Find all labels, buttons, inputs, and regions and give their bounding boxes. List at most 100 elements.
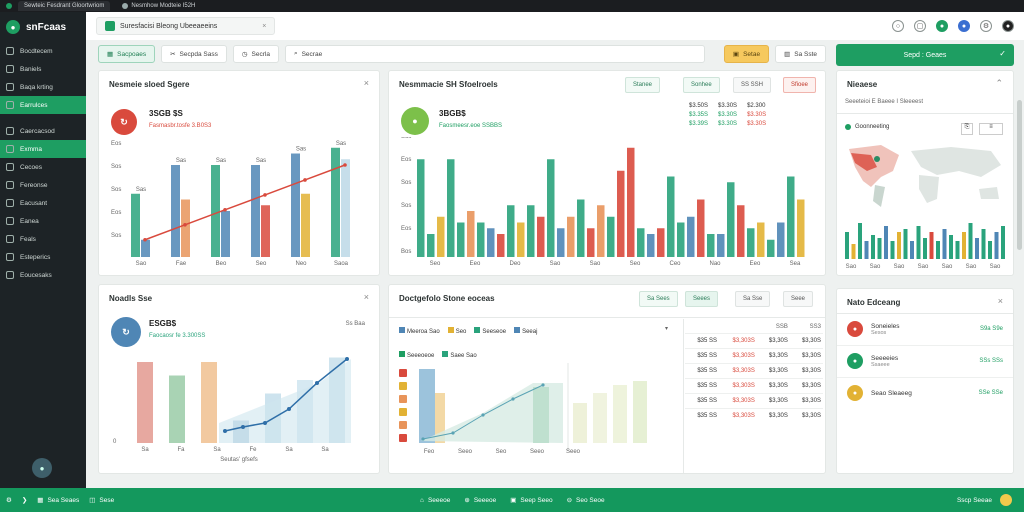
toolbar-button-1[interactable]: ▦ Sacpoaes [98,45,156,63]
table-row[interactable]: $35 SS $3,303S $3,30S $3,30S [685,333,823,349]
filter-pill-3[interactable]: SS SSH [733,77,772,93]
tools-icon: ✂ [170,51,176,58]
brand[interactable]: ● snFcaas [0,12,86,42]
sidebar-item[interactable]: Eanea [0,212,86,230]
user-avatar[interactable]: ● [32,458,52,478]
sidebar-item[interactable]: Eacusant [0,194,86,212]
table-cell: $35 SS [685,393,719,409]
bar [201,362,217,443]
nav-icon [6,163,14,171]
browser-tab-2[interactable]: Nesmhow Modteie I52H [116,1,201,11]
activity-item[interactable]: ● Seao Sleaeeg SSe SSe [847,385,1003,401]
status-item[interactable]: ⊕ Seeeoe [464,496,497,505]
table-row[interactable]: $35 SS $3,303S $3,30S $3,30S [685,348,823,364]
table-row[interactable]: $35 SS $3,303S $3,30S $3,30S [685,363,823,379]
status-item[interactable]: ⌂ Seeeoe [420,497,450,504]
sidebar-item[interactable]: Caercacsod [0,122,86,140]
table-row[interactable]: $35 SS $3,303S $3,30S $3,30S [685,393,823,409]
status-item[interactable]: ◫ Sese [89,496,114,505]
bar [897,232,901,259]
panel-detail-table: Doctgefolo Stone eoceas Sa Sees Seees Sa… [388,284,826,474]
status-label: Seeeoe [473,496,497,504]
chevron-up-icon[interactable]: ⌃ [995,78,1003,88]
y-tick-label: Sos [111,187,121,193]
status-item[interactable]: ▣ Seep Seeo [510,496,552,505]
sidebar-item[interactable]: Bocdtecem [0,42,86,60]
legend-item: Seeaj [514,327,537,335]
bar [577,199,585,257]
toolbar-button-label: Sacpoaes [117,50,147,58]
profile-icon[interactable]: ● [1002,20,1014,32]
dropdown-icon[interactable]: ▾ [665,326,669,332]
zoom-icon[interactable]: ⎘ [961,123,973,135]
kpi-value: ESGB$ [149,319,177,328]
bar-value-label: Sas [176,158,186,164]
status-icon[interactable]: ● [936,20,948,32]
filter-pill-1[interactable]: Sa Sees [639,291,678,307]
coin-icon[interactable] [1000,494,1012,506]
close-icon[interactable]: × [997,296,1003,306]
sidebar-item[interactable]: Cecoes [0,158,86,176]
sidebar-item[interactable]: Earrulces [0,96,86,114]
filter-pill-4[interactable]: Sfioee [783,77,817,93]
status-item[interactable]: ▦ Sea Seaes [37,496,80,505]
settings-icon[interactable]: ⚙ [980,20,992,32]
status-chevron-icon: ❯ [21,497,28,504]
sidebar-item[interactable]: Fereonse [0,176,86,194]
bar [211,165,220,257]
trend-point [223,429,227,433]
activity-sub: Sesos [871,329,887,336]
browser-logo-icon [6,3,12,9]
toolbar-right-button-2[interactable]: ▥ Sa Sste [775,45,826,63]
chat-icon[interactable]: ○ [892,20,904,32]
activity-item[interactable]: ● Seeeeies Ssaeee SSs SSs [847,353,1003,369]
bag-icon[interactable]: ▢ [914,20,926,32]
sidebar-item[interactable]: Baqa krting [0,78,86,96]
status-item[interactable]: ⊖ Seo Seoe [567,496,605,505]
filter-pill-3[interactable]: Sa Sse [735,291,771,307]
activity-item[interactable]: ● Soneieles Sesos S9a S9e [847,321,1003,337]
filter-pill-2[interactable]: Sonhee [683,77,720,93]
toolbar-right-button-1[interactable]: ▣ Setae [723,45,770,63]
table-row[interactable]: $35 SS $3,303S $3,30S $3,30S [685,378,823,394]
scrollbar[interactable] [1017,100,1022,250]
kpi-value: 3BGB$ [439,109,466,118]
close-icon[interactable]: × [363,78,369,88]
sidebar-item[interactable]: Feals [0,230,86,248]
bar [261,205,270,257]
browser-tab-1[interactable]: Sewteic Fesdrant Gloortwriom [18,1,111,11]
bar [845,232,849,259]
activity-icon: ● [847,385,863,401]
table-row[interactable]: $35 SS $3,303S $3,30S $3,30S [685,408,823,423]
bar [637,228,645,257]
status-label: Sea Seaes [47,496,80,504]
toolbar-button-2[interactable]: ✂ Secpda Sass [161,45,227,63]
legend-row-1: Meeroa Sao Seo Seeseoe Seeaj [399,327,537,335]
close-icon[interactable]: × [363,292,369,302]
sidebar-item[interactable]: Eoucesaks [0,266,86,284]
trend-point [511,397,515,401]
primary-action-button[interactable]: Sepd : Geaes ✓ [836,44,1014,66]
page-tab[interactable]: Suresfacisi Bleong Ubeeaeeins × [96,17,276,35]
sidebar-item[interactable]: Esteperics [0,248,86,266]
toolbar-button-3[interactable]: ◷ Secrla [232,45,279,63]
filter-pill-1[interactable]: Stanee [625,77,661,93]
nav-icon [6,235,14,243]
notification-icon[interactable]: ● [958,20,970,32]
map-menu-button[interactable]: ≡ [979,123,1003,135]
close-tab-icon[interactable]: × [262,22,267,30]
map-region-oceania [979,187,999,199]
filter-pill-2[interactable]: Seees [685,291,719,307]
filter-pill-4[interactable]: Seee [783,291,814,307]
bar [497,234,505,257]
sidebar-item[interactable]: Baniels [0,60,86,78]
search-input[interactable]: ⌕ Secrae [284,45,705,63]
bar [607,216,615,257]
panel-title: Nato Edceang [847,298,901,307]
legend-item: Seo [447,327,466,335]
table-cell: $3,30S [756,363,790,379]
pill-label: Seees [693,296,711,302]
sidebar-item[interactable]: Exmma [0,140,86,158]
bar [864,241,869,259]
trend-line [144,164,346,241]
